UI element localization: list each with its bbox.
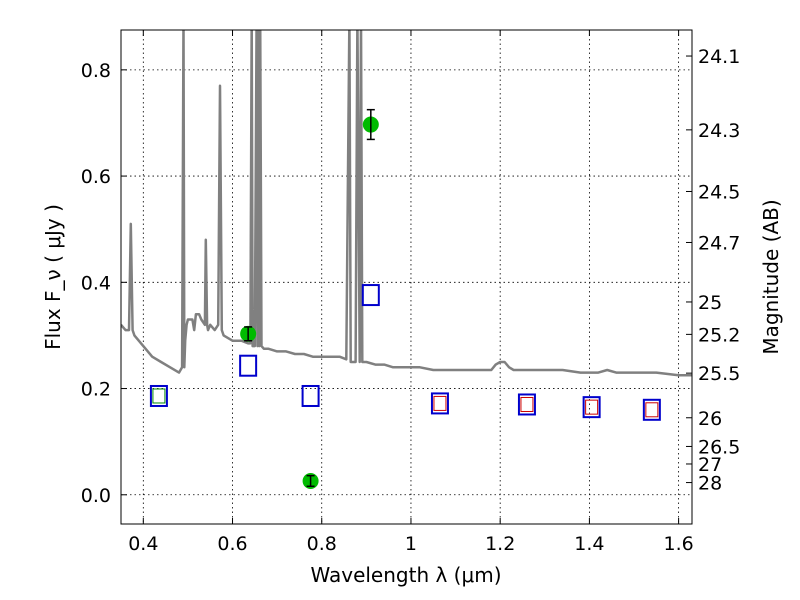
inner-marker-point xyxy=(152,388,166,404)
model-spectrum-line xyxy=(121,30,692,377)
magnitude-tick-label: 24.7 xyxy=(698,232,740,254)
plot-background xyxy=(121,30,692,524)
model-photometry-point xyxy=(361,284,380,307)
grid-lines xyxy=(121,30,692,524)
model-photometry-point xyxy=(430,392,449,415)
magnitude-tick-label: 27 xyxy=(698,454,722,476)
model-photometry-point xyxy=(239,354,258,377)
y-tick-label: 0.2 xyxy=(81,379,111,401)
y-tick-label: 0.8 xyxy=(81,60,111,82)
x-tick-label: 0.8 xyxy=(307,533,337,555)
magnitude-tick-label: 28 xyxy=(698,473,722,495)
inner-marker-point xyxy=(433,395,447,411)
y-axis-label: Flux F_ν ( μJy ) xyxy=(41,204,65,350)
axes: 0.4 0.6 0.8 1 1.2 1.4 1.6 0.0 0.2 0.4 0.6 0.8 24.1 24… xyxy=(81,30,740,555)
y-tick-label: 0.0 xyxy=(81,485,111,507)
y-tick-label: 0.4 xyxy=(81,272,111,294)
y-axis-label-right: Magnitude (AB) xyxy=(759,199,783,354)
x-tick-label: 1 xyxy=(405,533,417,555)
plot-frame xyxy=(120,29,693,525)
magnitude-tick-label: 24.3 xyxy=(698,120,740,142)
inner-marker-point xyxy=(585,399,599,415)
model-photometry-point xyxy=(301,384,320,407)
magnitude-tick-label: 24.5 xyxy=(698,181,740,203)
magnitude-tick-label: 25.5 xyxy=(698,363,740,385)
inner-marker-point xyxy=(645,402,659,418)
model-photometry-point xyxy=(582,396,601,419)
x-tick-label: 0.6 xyxy=(217,533,247,555)
magnitude-tick-label: 26 xyxy=(698,408,722,430)
x-tick-label: 1.6 xyxy=(664,533,694,555)
y-tick-label: 0.6 xyxy=(81,166,111,188)
x-tick-label: 1.2 xyxy=(485,533,515,555)
magnitude-tick-label: 25.2 xyxy=(698,324,740,346)
x-tick-label: 1.4 xyxy=(574,533,604,555)
plot-data xyxy=(121,30,692,489)
x-axis-label: Wavelength λ (μm) xyxy=(310,563,501,587)
model-photometry-point xyxy=(149,384,168,407)
inner-marker-point xyxy=(520,396,534,412)
magnitude-tick-label: 24.1 xyxy=(698,46,740,68)
magnitude-tick-label: 26.5 xyxy=(698,436,740,458)
magnitude-tick-label: 25 xyxy=(698,292,722,314)
model-photometry-point xyxy=(517,393,536,416)
x-tick-label: 0.4 xyxy=(128,533,158,555)
model-photometry-point xyxy=(642,398,661,421)
